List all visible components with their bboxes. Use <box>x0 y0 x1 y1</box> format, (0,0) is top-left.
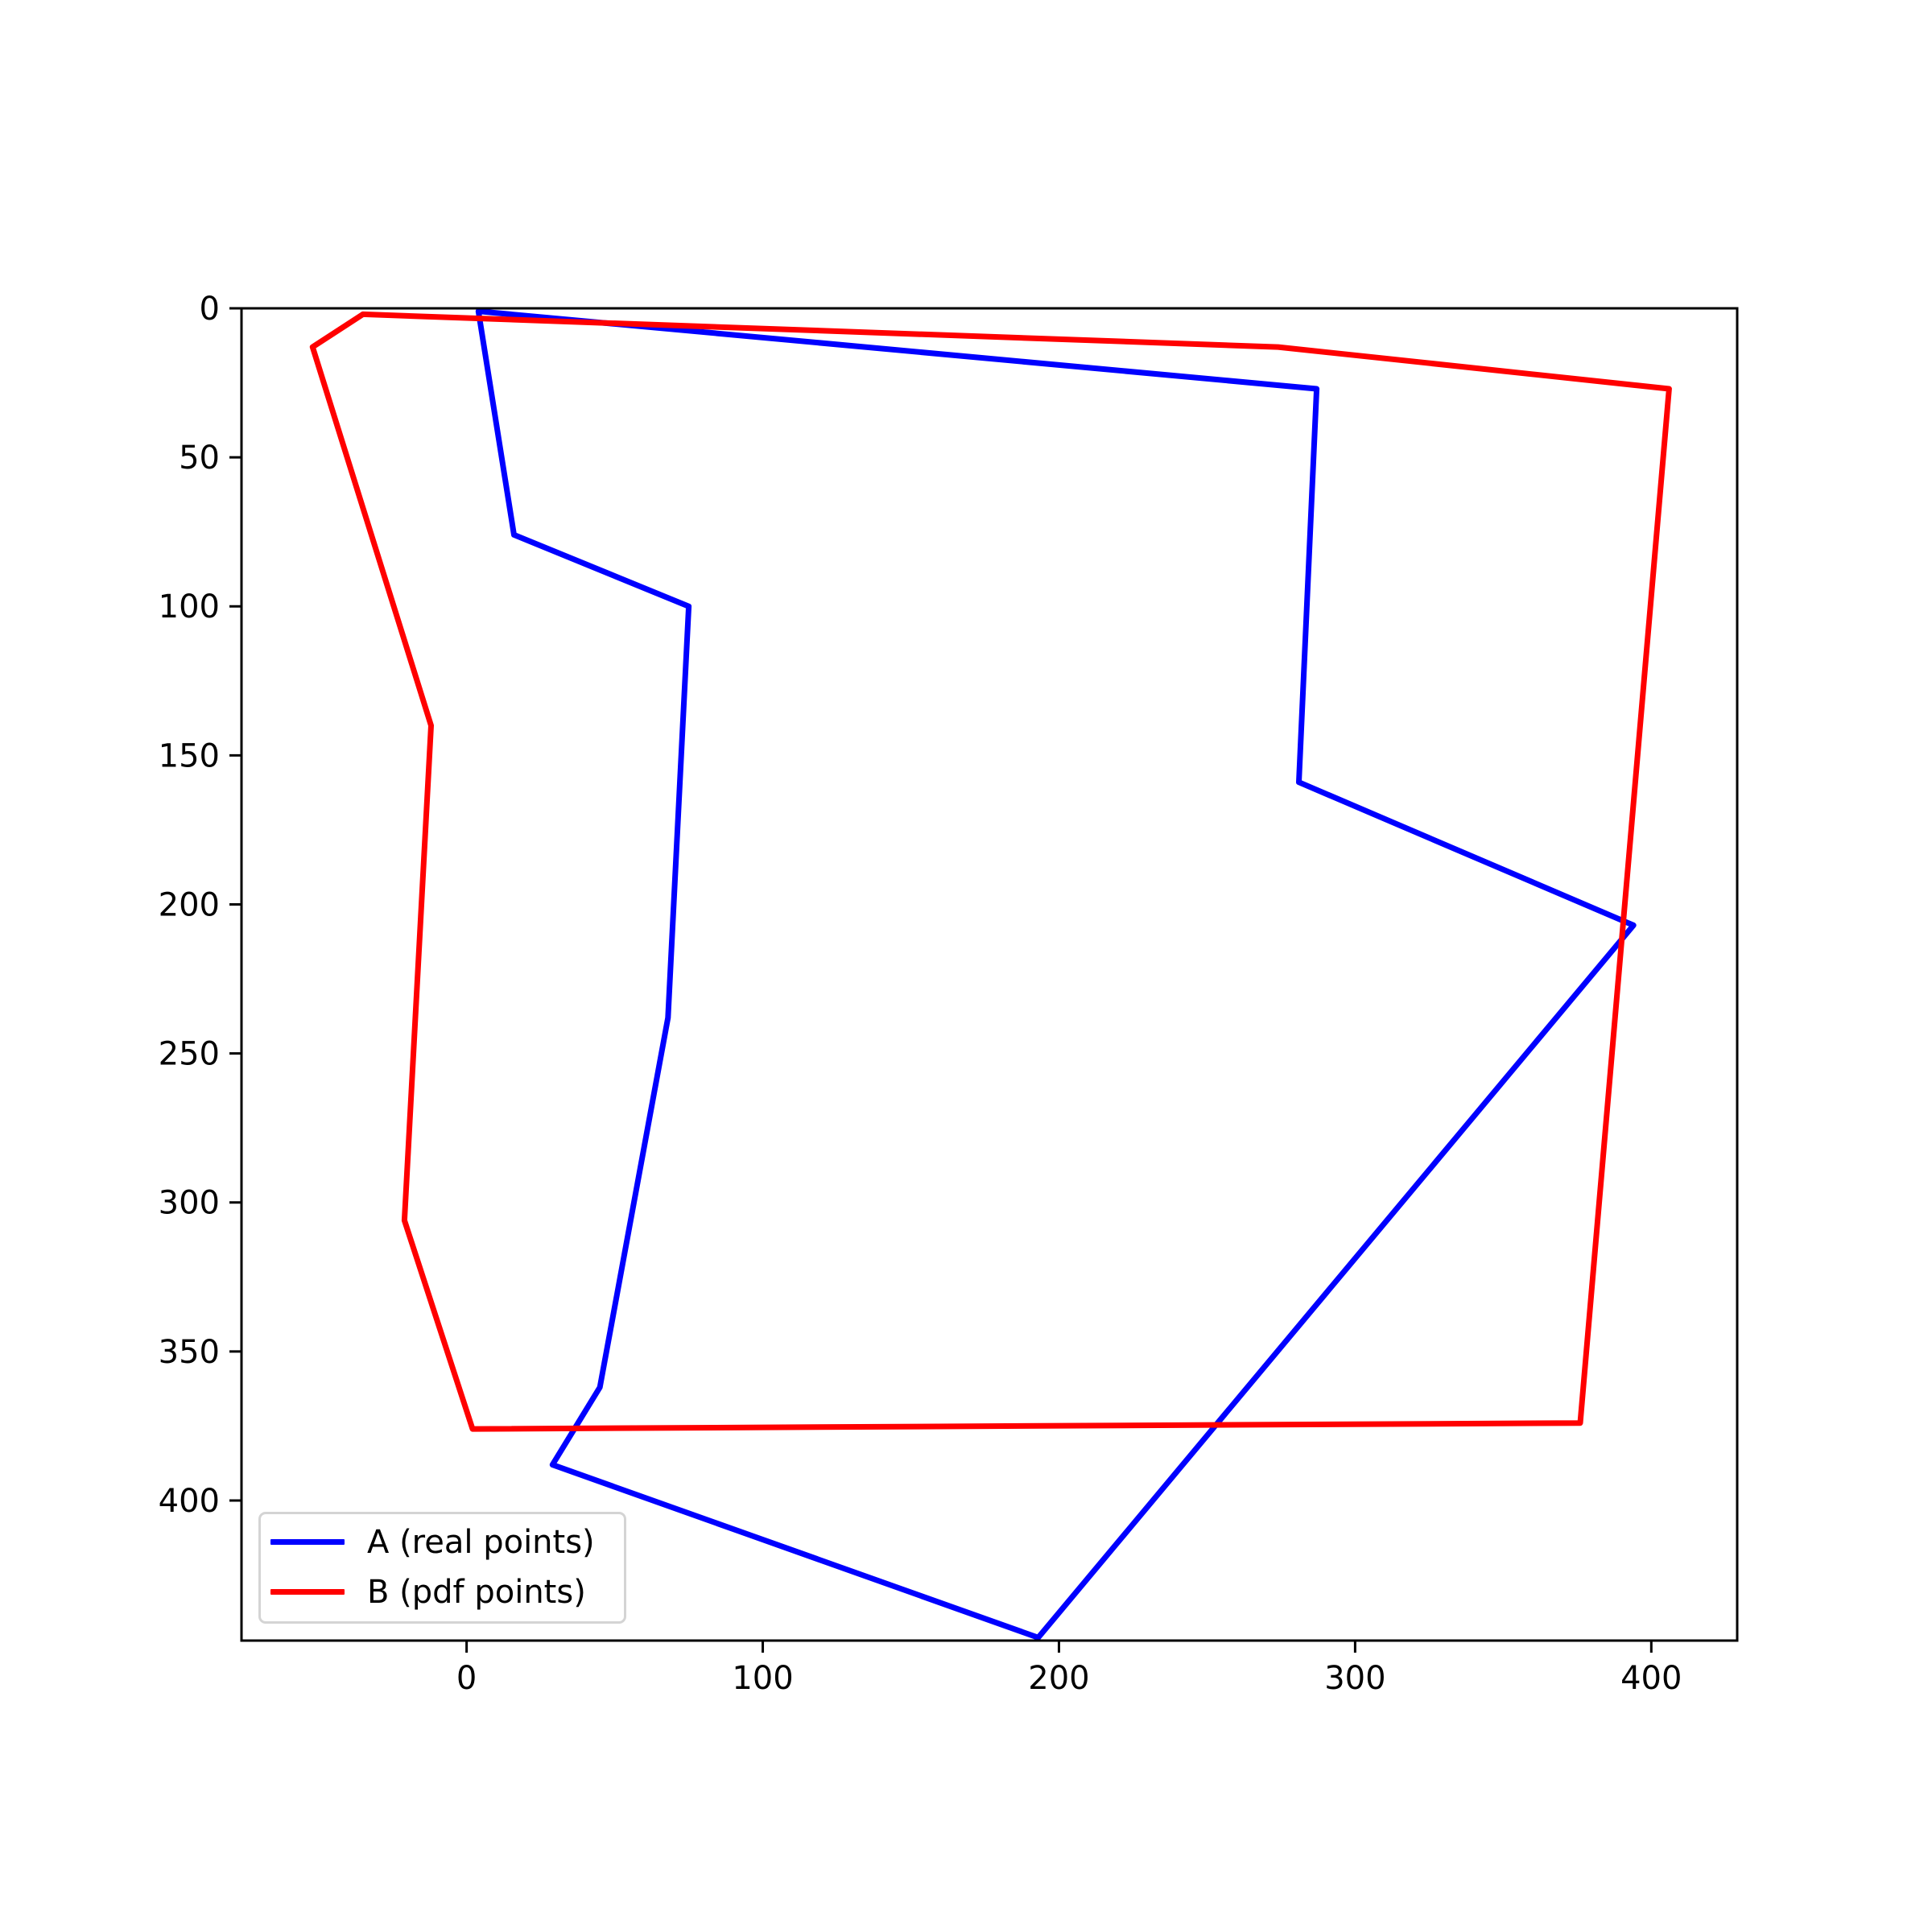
y-tick-label: 250 <box>159 1036 220 1073</box>
y-tick-label: 350 <box>159 1334 220 1371</box>
x-tick-label: 400 <box>1620 1660 1682 1697</box>
y-tick-label: 300 <box>159 1185 220 1222</box>
legend-label-a: A (real points) <box>367 1523 595 1561</box>
axes-spines <box>240 307 1739 1642</box>
legend-line-sample-a <box>270 1539 345 1545</box>
y-tick-label: 400 <box>159 1483 220 1520</box>
x-tick-label: 200 <box>1028 1660 1089 1697</box>
legend: A (real points) B (pdf points) <box>258 1512 626 1624</box>
legend-line-sample-b <box>270 1589 345 1595</box>
y-tick-label: 200 <box>159 886 220 923</box>
x-tick-label: 300 <box>1324 1660 1385 1697</box>
y-tick-label: 100 <box>159 588 220 625</box>
legend-item-b: B (pdf points) <box>270 1574 609 1611</box>
legend-label-b: B (pdf points) <box>367 1573 586 1611</box>
series-line-a <box>475 308 1637 1641</box>
x-tick-label: 100 <box>732 1660 793 1697</box>
legend-item-a: A (real points) <box>270 1524 609 1561</box>
y-tick-label: 0 <box>200 291 220 328</box>
y-tick-label: 50 <box>179 440 220 477</box>
y-tick-label: 150 <box>159 737 220 774</box>
x-tick-label: 0 <box>456 1660 477 1697</box>
series-line-b <box>309 311 1672 1432</box>
